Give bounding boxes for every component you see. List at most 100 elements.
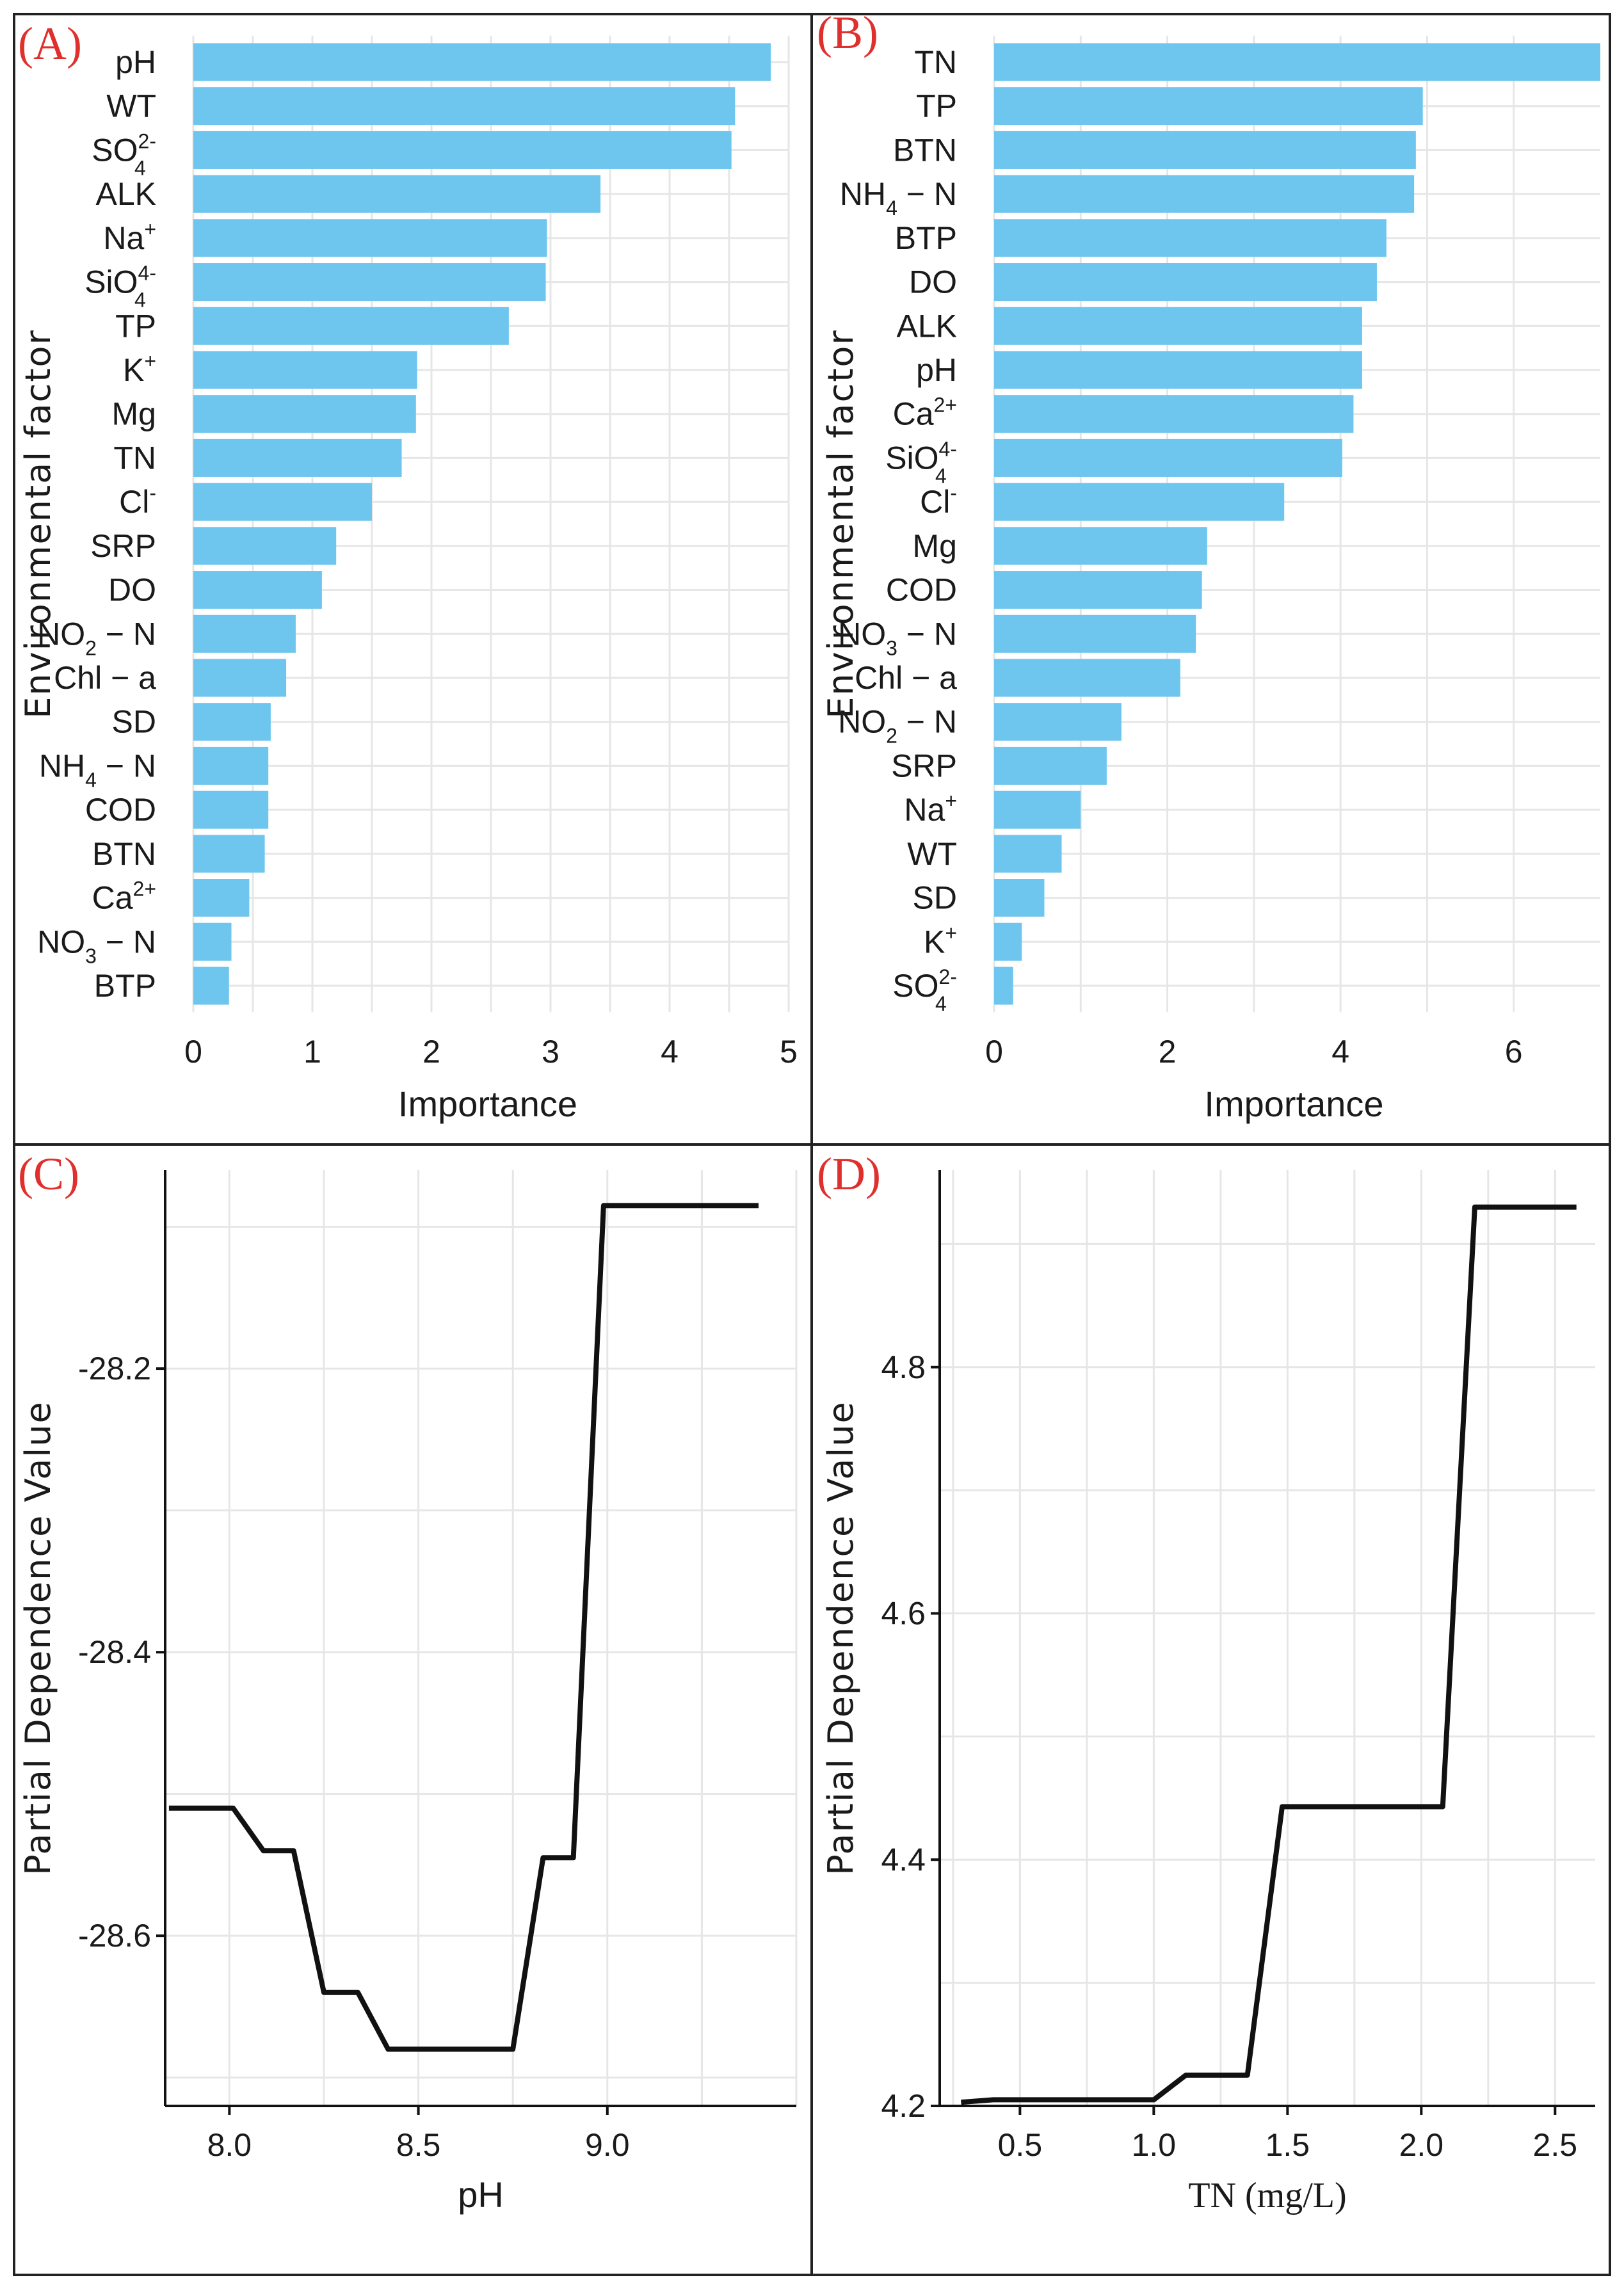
x-tick-label: 4	[1331, 1034, 1349, 1070]
bar	[994, 703, 1122, 741]
bar	[193, 791, 269, 829]
grid	[165, 1170, 798, 2106]
y-tick-label: -28.2	[78, 1351, 151, 1386]
y-tick-label: 4.2	[881, 2088, 926, 2124]
x-tick-label: 2.0	[1399, 2127, 1444, 2163]
bar	[193, 527, 337, 565]
panel-borders	[13, 13, 1611, 2276]
bar	[193, 351, 417, 389]
bar	[193, 175, 601, 213]
category-label: pH	[115, 44, 156, 80]
category-label: ALK	[95, 176, 156, 212]
bar	[193, 659, 287, 697]
x-tick-label: 0	[985, 1034, 1003, 1070]
x-tick-label: 3	[542, 1034, 559, 1070]
x-tick-label: 8.5	[396, 2127, 441, 2163]
category-label: BTP	[94, 968, 156, 1004]
y-axis-title: Environmental factor	[821, 329, 861, 718]
partial-dependence-line	[168, 1203, 759, 2052]
bar	[193, 922, 232, 961]
category-label: Cl-	[119, 481, 156, 520]
category-label: DO	[108, 572, 156, 608]
bar	[193, 219, 547, 257]
x-tick-label: 1	[303, 1034, 321, 1070]
bar	[193, 483, 372, 521]
panel-d: 0.5 1.0 1.5 2.0 2.5 4.2 4.4 4.6 4.8 TN (mg/L) Part…	[817, 1148, 1595, 2215]
panel-c: 8.0 8.5 9.0 -28.6 -28.4 -28.2 pH Partial Depend…	[18, 1148, 798, 2215]
category-label: BTP	[895, 220, 957, 256]
bar	[193, 835, 265, 873]
category-label: NO3 − N	[37, 924, 156, 967]
category-label: NH4 − N	[39, 748, 156, 791]
bar	[994, 746, 1107, 785]
bar	[994, 791, 1081, 829]
bar	[994, 527, 1207, 565]
bar	[193, 614, 296, 653]
bar	[193, 746, 269, 785]
x-tick-label: 8.0	[207, 2127, 252, 2163]
category-label: SRP	[90, 528, 156, 564]
y-tick-label: 4.8	[881, 1349, 926, 1385]
bar	[994, 307, 1362, 345]
y-axis-title: Partial Dependence Value	[18, 1401, 58, 1875]
category-label: WT	[106, 88, 156, 124]
y-tick-label: -28.6	[78, 1918, 151, 1954]
bar	[193, 87, 736, 125]
y-axis-title: Environmental factor	[18, 329, 58, 718]
category-label: TN	[113, 440, 156, 476]
bar	[994, 571, 1202, 609]
x-axis-title: Importance	[1204, 1084, 1383, 1124]
category-label: Chl − a	[855, 660, 957, 696]
category-label: NH4 − N	[840, 176, 957, 220]
bar	[994, 614, 1196, 653]
category-label: TP	[115, 308, 156, 344]
x-tick-label: 6	[1505, 1034, 1523, 1070]
y-axis-title: Partial Dependence Value	[821, 1401, 861, 1875]
category-label: SO2-4	[892, 965, 957, 1015]
bar	[994, 835, 1062, 873]
x-tick-label: 4	[661, 1034, 679, 1070]
bar	[994, 219, 1387, 257]
bar	[193, 43, 771, 81]
bar	[994, 879, 1045, 917]
category-label: BTN	[893, 132, 957, 168]
category-label: Mg	[112, 396, 156, 432]
x-tick-label: 1.0	[1132, 2127, 1177, 2163]
bars	[193, 43, 771, 1005]
panel-label: (C)	[18, 1148, 79, 1200]
category-label: SiO4-4	[885, 437, 957, 487]
category-label: Na+	[904, 789, 957, 828]
category-label: SRP	[891, 748, 957, 783]
panel-label: (A)	[18, 18, 82, 69]
category-label: Ca2+	[893, 394, 957, 432]
bar	[994, 263, 1377, 301]
bar	[193, 263, 546, 301]
x-axis-title: pH	[458, 2174, 504, 2215]
bar	[193, 307, 509, 345]
category-label: ALK	[896, 308, 957, 344]
category-label: Cl-	[920, 481, 957, 520]
bar	[994, 659, 1180, 697]
bar	[994, 87, 1423, 125]
bar	[994, 438, 1342, 477]
bars	[994, 43, 1600, 1005]
grid	[940, 1170, 1595, 2106]
category-label: TP	[916, 88, 957, 124]
bar	[994, 395, 1354, 433]
partial-dependence-line	[961, 1204, 1577, 2105]
bar	[994, 175, 1415, 213]
x-axis-title: TN (mg/L)	[1188, 2176, 1346, 2215]
y-tick-label: -28.4	[78, 1634, 151, 1670]
x-tick-label: 5	[780, 1034, 798, 1070]
x-tick-label: 9.0	[585, 2127, 630, 2163]
bar	[994, 483, 1285, 521]
bar	[193, 879, 250, 917]
category-label: SO2-4	[92, 129, 156, 179]
category-label: TN	[914, 44, 957, 80]
category-label: SiO4-4	[84, 262, 156, 312]
x-tick-label: 2	[1159, 1034, 1177, 1070]
x-tick-label: 2	[422, 1034, 440, 1070]
category-label: COD	[85, 792, 156, 828]
